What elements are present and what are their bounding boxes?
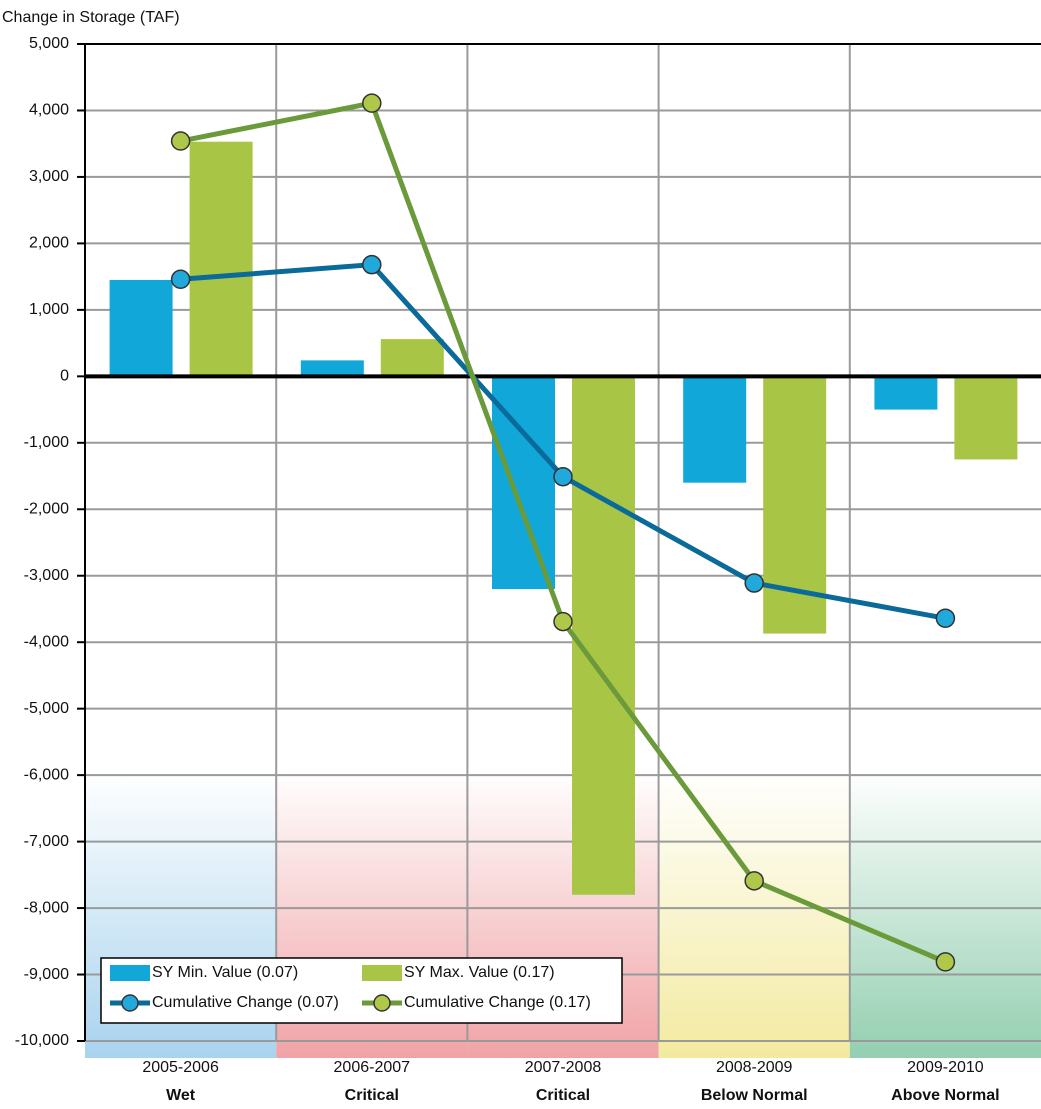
y-tick-label: -1,000 <box>24 434 69 451</box>
year-type-label: Above Normal <box>891 1087 999 1104</box>
legend-label: SY Max. Value (0.17) <box>404 964 555 981</box>
y-tick-label: -6,000 <box>24 766 69 783</box>
legend-swatch <box>362 965 402 981</box>
year-type-label: Critical <box>536 1087 590 1104</box>
legend-box <box>100 957 623 1024</box>
legend-label: SY Min. Value (0.07) <box>152 964 298 981</box>
bar <box>189 141 253 377</box>
y-tick-label: -10,000 <box>15 1032 69 1049</box>
legend-marker <box>121 994 139 1012</box>
bar <box>572 376 635 895</box>
legend-label: Cumulative Change (0.07) <box>152 994 339 1011</box>
legend-marker <box>373 994 391 1012</box>
line-marker <box>935 608 956 629</box>
bar <box>380 339 444 377</box>
bar <box>683 376 747 483</box>
y-tick-label: -5,000 <box>24 700 69 717</box>
line-marker <box>362 93 382 113</box>
line <box>180 262 946 621</box>
x-tick-label: 2009-2010 <box>907 1059 984 1076</box>
bar <box>954 376 1018 460</box>
y-tick-label: -7,000 <box>24 833 69 850</box>
legend-swatch <box>110 965 150 981</box>
bar <box>874 376 938 410</box>
line-marker <box>170 269 191 290</box>
year-type-band <box>849 770 1041 1058</box>
x-tick-label: 2006-2007 <box>334 1059 411 1076</box>
y-tick-label: -8,000 <box>24 899 69 916</box>
line-marker <box>744 871 764 891</box>
line-marker <box>553 611 573 632</box>
line-marker <box>553 466 573 487</box>
line-marker <box>744 573 764 593</box>
line-marker <box>935 952 956 972</box>
legend-label: Cumulative Change (0.17) <box>404 994 591 1011</box>
x-tick-label: 2007-2008 <box>525 1059 602 1076</box>
year-type-label: Critical <box>345 1087 399 1104</box>
year-type-label: Below Normal <box>701 1087 808 1104</box>
y-axis-label: Change in Storage (TAF) <box>2 9 180 26</box>
y-tick-label: -4,000 <box>24 633 69 650</box>
y-tick-label: -2,000 <box>24 500 69 517</box>
bar <box>300 360 364 377</box>
year-type-band <box>658 770 850 1058</box>
line-marker <box>362 254 382 275</box>
y-tick-label: -9,000 <box>24 966 69 983</box>
year-type-label: Wet <box>166 1087 196 1104</box>
bar <box>109 279 173 377</box>
y-tick-label: 4,000 <box>29 102 69 119</box>
y-tick-label: 2,000 <box>29 235 69 252</box>
y-tick-label: 5,000 <box>29 35 69 52</box>
y-tick-label: 0 <box>60 368 69 385</box>
line-marker <box>170 131 191 151</box>
y-tick-label: -3,000 <box>24 567 69 584</box>
y-tick-label: 3,000 <box>29 168 69 185</box>
x-tick-label: 2008-2009 <box>716 1059 793 1076</box>
y-tick-label: 1,000 <box>29 301 69 318</box>
x-tick-label: 2005-2006 <box>142 1059 219 1076</box>
